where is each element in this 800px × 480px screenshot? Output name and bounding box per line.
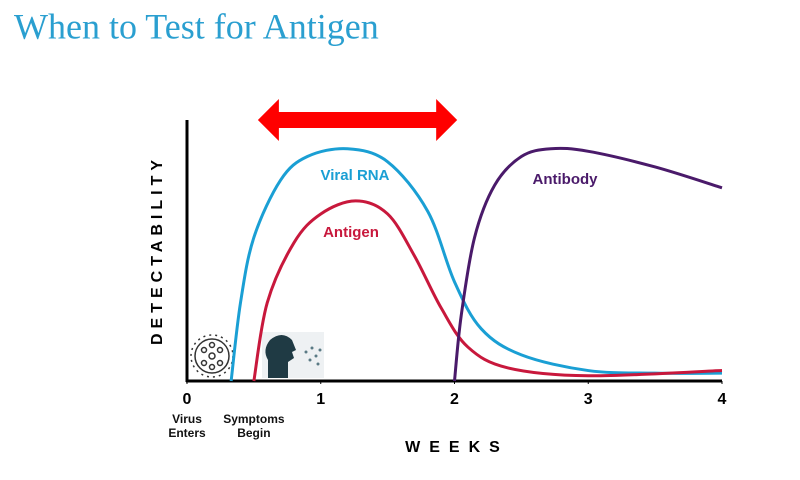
annotation: Symptoms Begin [223, 412, 285, 440]
person-icon [262, 332, 324, 378]
series-label: Antigen [323, 224, 379, 241]
x-axis-label: WEEKS [405, 439, 509, 456]
x-tick-label: 1 [316, 391, 325, 408]
series-line [453, 146, 723, 382]
y-axis-label: DETECTABILITY [149, 155, 166, 345]
chart-title: When to Test for Antigen [14, 6, 379, 46]
x-tick-label: 4 [718, 391, 727, 408]
annotation: Virus Enters [168, 412, 206, 440]
series-label: Viral RNA [321, 167, 390, 184]
virus-icon [190, 334, 234, 378]
x-tick-label: 2 [450, 391, 459, 408]
series-label: Antibody [533, 171, 599, 188]
x-tick-label: 0 [183, 391, 192, 408]
test-window-arrow [257, 99, 458, 141]
series-line [229, 147, 723, 382]
x-tick-label: 3 [584, 391, 593, 408]
series-line [252, 199, 723, 382]
